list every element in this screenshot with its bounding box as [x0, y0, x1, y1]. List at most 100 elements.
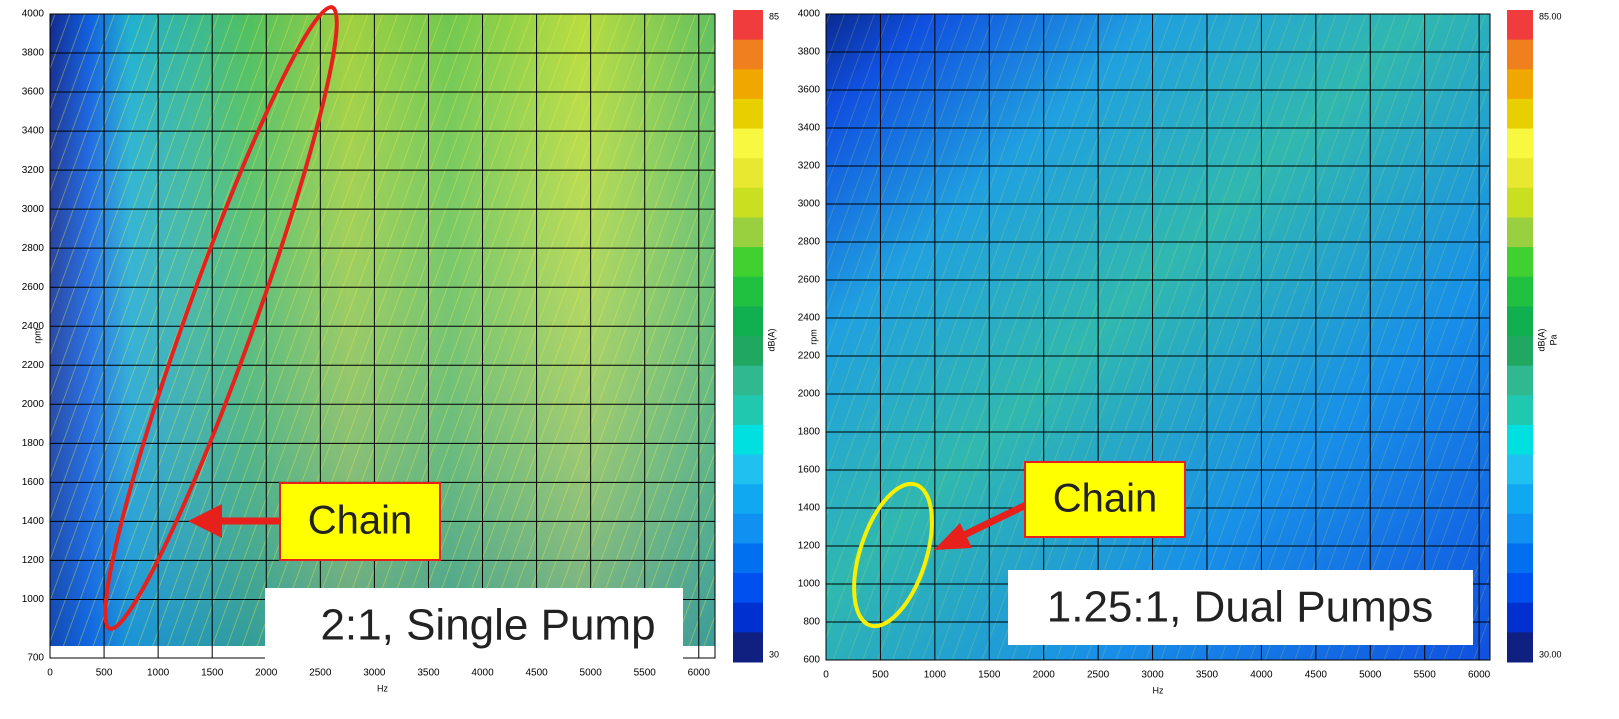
x-tick-label: 0 [823, 670, 829, 681]
x-tick-label: 5500 [634, 668, 657, 679]
x-tick-label: 1000 [924, 670, 947, 681]
colorbar-swatch [733, 128, 763, 159]
y-tick-label: 1800 [798, 427, 821, 438]
colorbar-tick-label: 30 [769, 649, 779, 659]
x-tick-label: 2000 [1033, 670, 1056, 681]
colorbar-swatch [733, 632, 763, 663]
annotation: 2:1, Single Pump [320, 601, 655, 650]
y-tick-label: 2600 [798, 275, 821, 286]
colorbar-swatch [1507, 39, 1533, 70]
x-tick-label: 4000 [471, 668, 494, 679]
colorbar-swatch [733, 513, 763, 544]
x-tick-label: 3000 [363, 668, 386, 679]
colorbar-swatch [1507, 158, 1533, 189]
x-tick-label: 3500 [1196, 670, 1219, 681]
colorbar-swatch [733, 276, 763, 307]
y-tick-label: 2000 [798, 389, 821, 400]
chain-box [279, 482, 441, 561]
y-tick-label: 1400 [22, 516, 45, 527]
y-tick-label: 3000 [22, 204, 45, 215]
colorbar-swatch [1507, 247, 1533, 278]
colorbar-label: dB(A) [766, 328, 776, 351]
colorbar-swatch [733, 573, 763, 604]
x-tick-label: 5000 [1359, 670, 1382, 681]
colorbar-swatch [1507, 573, 1533, 604]
annotation: Chain [1053, 477, 1158, 521]
x-tick-label: 6000 [1468, 670, 1491, 681]
x-tick-label: 500 [96, 668, 113, 679]
x-axis-label: Hz [1153, 685, 1164, 695]
colorbar-tick-label: 85 [769, 11, 779, 21]
y-tick-label: 4000 [22, 9, 45, 20]
annotations: Chain 2:1, Single Pump Chain 1.25:1, Dua… [103, 5, 1473, 662]
y-tick-label: 2400 [22, 321, 45, 332]
y-tick-label: 600 [803, 655, 820, 666]
colorbar-swatch [733, 336, 763, 367]
colorbar-swatch [733, 98, 763, 130]
y-tick-label: 2200 [798, 351, 821, 362]
colorbar-swatch [1507, 187, 1533, 218]
x-tick-label: 3000 [1141, 670, 1164, 681]
x-tick-label: 1000 [147, 668, 170, 679]
colorbar-swatch [733, 306, 763, 337]
y-tick-label: 3400 [798, 123, 821, 134]
x-tick-label: 1500 [201, 668, 224, 679]
plot-frame [825, 13, 1491, 661]
colorbar-swatch [1507, 276, 1533, 307]
y-tick-label: 1200 [22, 555, 45, 566]
y-tick-label: 2600 [22, 282, 45, 293]
colorbar-swatch [733, 484, 763, 515]
annotation: 1.25:1, Dual Pumps [1047, 583, 1433, 632]
heatmap-image [50, 14, 1490, 660]
colorbar-swatch [733, 395, 763, 426]
y-tick-label: 2800 [798, 237, 821, 248]
y-tick-label: 3800 [798, 47, 821, 58]
y-tick-label: 3600 [798, 85, 821, 96]
x-tick-label: 2500 [1087, 670, 1110, 681]
colorbar-tick-label: 30.00 [1539, 649, 1562, 659]
colorbar-swatch [733, 10, 763, 41]
annotation: Chain [308, 499, 413, 543]
colorbar-swatch [733, 543, 763, 574]
colorbar-swatch [733, 454, 763, 485]
colorbar-swatch [1507, 69, 1533, 100]
colorbar-swatch [1507, 128, 1533, 159]
y-tick-label: 3800 [22, 48, 45, 59]
colorbar-swatch [1507, 543, 1533, 574]
colorbar-swatch [1507, 395, 1533, 426]
colorbar-swatch [1507, 336, 1533, 367]
colorbar-swatch [1507, 365, 1533, 396]
y-tick-label: 2400 [798, 313, 821, 324]
y-axis-label: rpm [808, 329, 818, 345]
colorbar-swatch [1507, 10, 1533, 41]
x-tick-label: 4000 [1250, 670, 1273, 681]
colorbar-swatch [1507, 424, 1533, 456]
colorbar-swatch [1507, 632, 1533, 663]
label-box [265, 588, 683, 662]
colorbar-swatch [733, 217, 763, 248]
y-tick-label: 3400 [22, 126, 45, 137]
y-tick-label: 1600 [22, 477, 45, 488]
colorbar-swatch [1507, 454, 1533, 485]
y-tick-label: 1000 [22, 594, 45, 605]
y-tick-label: 4000 [798, 9, 821, 20]
x-tick-label: 2000 [255, 668, 278, 679]
y-tick-label: 800 [803, 617, 820, 628]
chain-box [1024, 461, 1186, 538]
y-tick-label: 1000 [798, 579, 821, 590]
x-axis-label: Hz [377, 683, 388, 693]
y-tick-label: 2200 [22, 360, 45, 371]
colorbar-swatch [733, 39, 763, 70]
colorbar-swatch [733, 158, 763, 189]
y-tick-label: 3200 [22, 165, 45, 176]
x-tick-label: 6000 [688, 668, 711, 679]
y-tick-label: 3000 [798, 199, 821, 210]
colorbar-tick-label: 85.00 [1539, 11, 1562, 21]
y-tick-label: 1400 [798, 503, 821, 514]
y-tick-label: 2000 [22, 399, 45, 410]
y-tick-label: 1800 [22, 438, 45, 449]
x-tick-label: 500 [872, 670, 889, 681]
label-box [1008, 570, 1473, 645]
